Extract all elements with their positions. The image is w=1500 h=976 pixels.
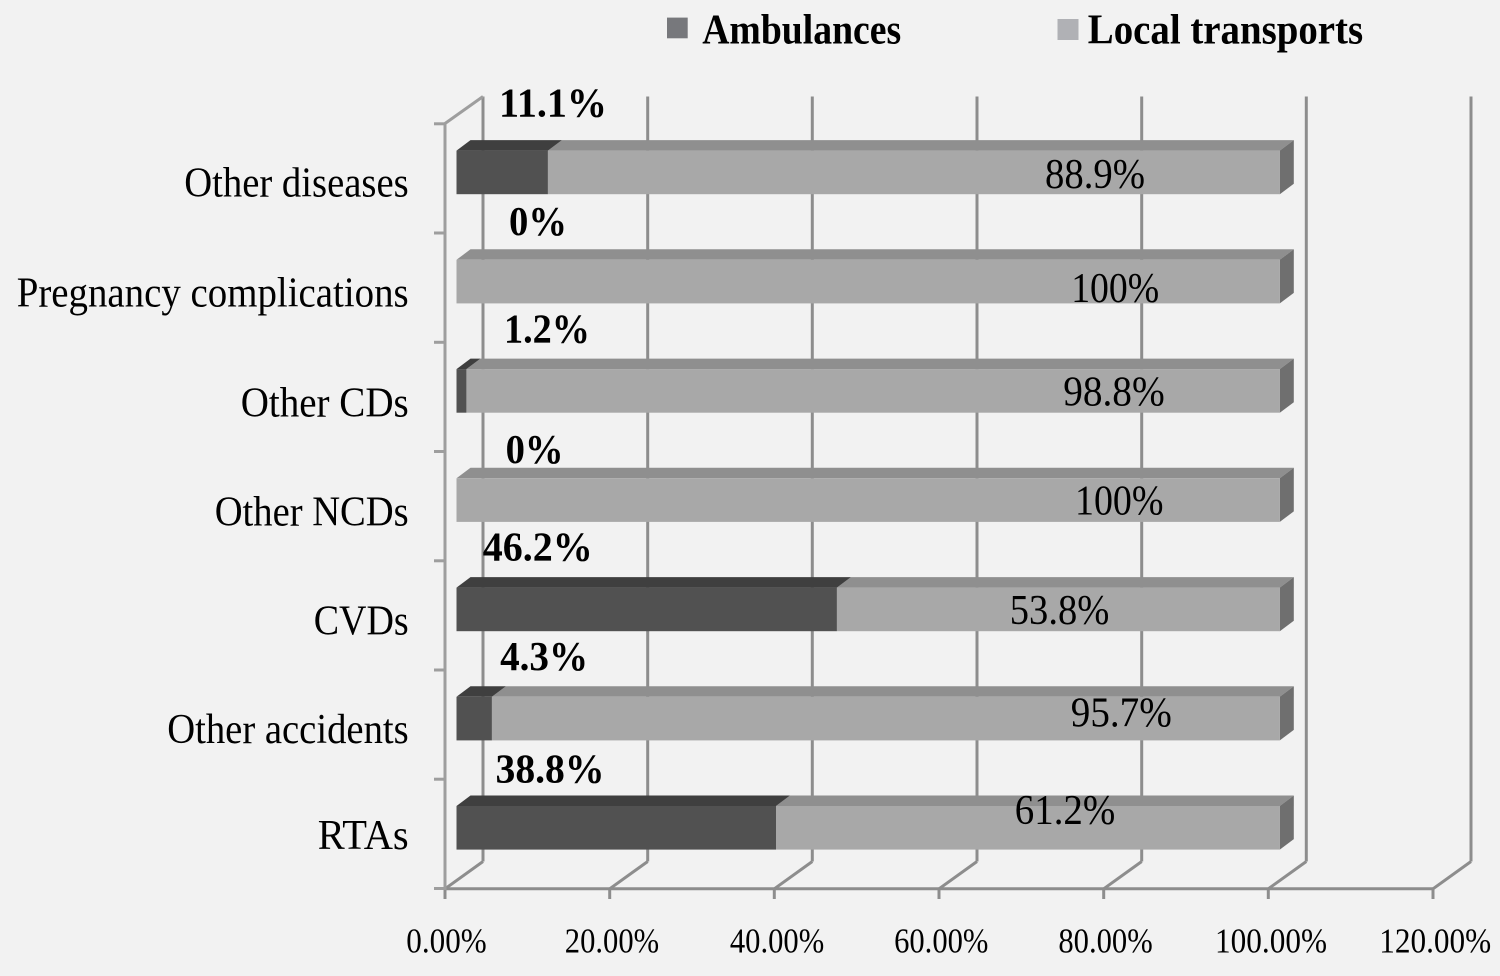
svg-text:Local transports: Local transports bbox=[1088, 8, 1363, 54]
svg-text:Ambulances: Ambulances bbox=[702, 8, 901, 54]
svg-text:100%: 100% bbox=[1075, 478, 1164, 525]
svg-text:53.8%: 53.8% bbox=[1010, 587, 1110, 634]
svg-text:4.3%: 4.3% bbox=[500, 633, 588, 679]
svg-text:Other diseases: Other diseases bbox=[184, 160, 409, 206]
svg-text:120.00%: 120.00% bbox=[1379, 921, 1491, 960]
svg-text:95.7%: 95.7% bbox=[1071, 690, 1172, 737]
svg-text:Other NCDs: Other NCDs bbox=[215, 490, 409, 536]
svg-text:11.1%: 11.1% bbox=[499, 79, 607, 125]
svg-text:38.8%: 38.8% bbox=[496, 746, 605, 792]
svg-text:40.00%: 40.00% bbox=[730, 921, 824, 960]
svg-text:88.9%: 88.9% bbox=[1045, 151, 1145, 198]
svg-text:80.00%: 80.00% bbox=[1058, 921, 1152, 960]
svg-text:20.00%: 20.00% bbox=[565, 921, 659, 960]
svg-text:46.2%: 46.2% bbox=[483, 523, 593, 569]
svg-text:1.2%: 1.2% bbox=[504, 306, 590, 352]
svg-text:Other CDs: Other CDs bbox=[241, 381, 409, 427]
svg-text:Pregnancy complications: Pregnancy complications bbox=[17, 270, 409, 316]
svg-text:0.00%: 0.00% bbox=[406, 921, 486, 960]
svg-text:61.2%: 61.2% bbox=[1015, 787, 1116, 834]
svg-text:CVDs: CVDs bbox=[314, 599, 409, 645]
svg-text:RTAs: RTAs bbox=[318, 813, 409, 859]
svg-text:100.00%: 100.00% bbox=[1215, 921, 1327, 960]
svg-text:0%: 0% bbox=[506, 426, 564, 472]
svg-text:Other accidents: Other accidents bbox=[167, 707, 409, 753]
svg-text:0%: 0% bbox=[509, 198, 567, 244]
svg-text:100%: 100% bbox=[1071, 265, 1159, 312]
svg-text:98.8%: 98.8% bbox=[1063, 369, 1165, 416]
svg-text:60.00%: 60.00% bbox=[894, 921, 988, 960]
